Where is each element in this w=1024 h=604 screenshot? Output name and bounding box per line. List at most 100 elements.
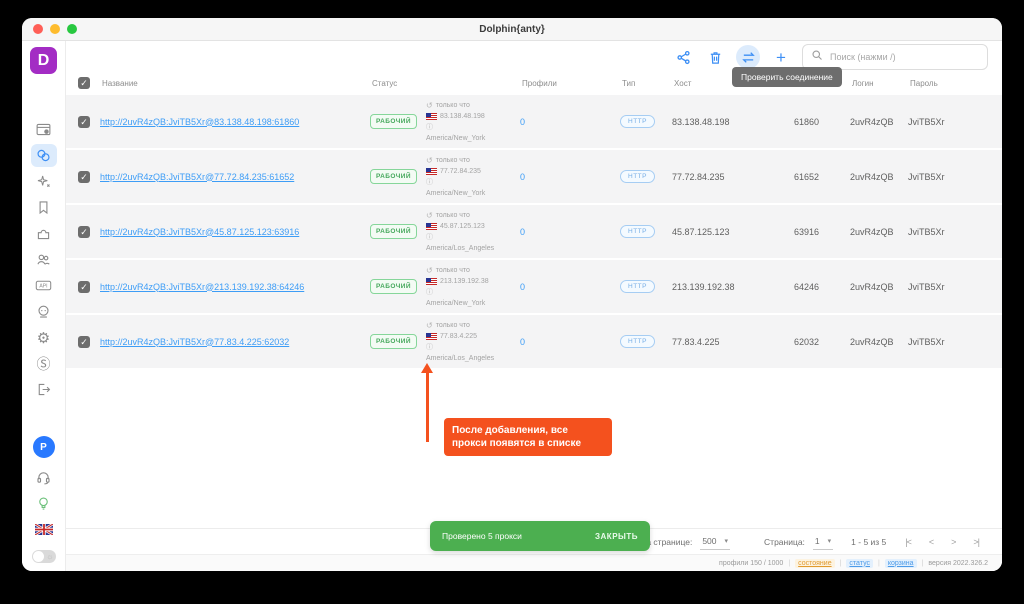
sidebar-item-bot[interactable] xyxy=(31,300,57,323)
proxy-url-link[interactable]: http://2uvR4zQB:JviTB5Xr@77.83.4.225:620… xyxy=(100,336,290,347)
sidebar-item-subscription[interactable]: Ⓢ xyxy=(31,352,57,375)
row-checkbox[interactable]: ✓ xyxy=(78,280,90,293)
toast-close-button[interactable]: ЗАКРЫТЬ xyxy=(595,531,638,541)
sidebar-item-settings[interactable]: ⚙ xyxy=(31,326,57,349)
col-header-host[interactable]: Хост xyxy=(674,78,692,88)
theme-toggle[interactable]: ☼ xyxy=(31,550,56,563)
col-header-password[interactable]: Пароль xyxy=(910,78,938,88)
proxy-url-link[interactable]: http://2uvR4zQB:JviTB5Xr@83.138.48.198:6… xyxy=(100,116,300,127)
sidebar-item-extensions[interactable] xyxy=(31,222,57,245)
lightbulb-icon xyxy=(35,495,52,512)
sidebar-item-team[interactable] xyxy=(31,248,57,271)
proxy-type-badge: HTTP xyxy=(620,170,655,183)
table-row: ✓ http://2uvR4zQB:JviTB5Xr@83.138.48.198… xyxy=(66,95,1002,148)
col-header-profiles[interactable]: Профили xyxy=(522,78,557,88)
proxy-url-link[interactable]: http://2uvR4zQB:JviTB5Xr@45.87.125.123:6… xyxy=(100,226,300,237)
search-box[interactable] xyxy=(802,44,988,70)
bookmark-icon xyxy=(35,199,52,216)
row-checkbox[interactable]: ✓ xyxy=(78,115,90,128)
external-ip: 77.83.4.225 xyxy=(440,332,477,340)
profiles-count-link[interactable]: 0 xyxy=(520,336,526,347)
profiles-count-link[interactable]: 0 xyxy=(520,116,526,127)
prev-page-button[interactable]: < xyxy=(928,537,934,547)
sidebar-item-automation[interactable] xyxy=(31,170,57,193)
port-cell: 63916 xyxy=(794,226,820,237)
plus-icon: + xyxy=(776,47,786,67)
next-page-button[interactable]: > xyxy=(951,537,956,547)
password-cell: JviTB5Xr xyxy=(908,171,945,182)
browser-window-icon xyxy=(35,121,52,138)
app-window: Dolphin{anty} D xyxy=(22,18,1002,571)
host-cell: 77.72.84.235 xyxy=(672,171,725,182)
col-header-type[interactable]: Тип xyxy=(622,78,636,88)
traffic-lights xyxy=(33,24,77,34)
add-proxy-button[interactable]: + xyxy=(770,46,792,68)
puzzle-icon xyxy=(35,225,52,242)
row-checkbox[interactable]: ✓ xyxy=(78,225,90,238)
timezone: America/New_York xyxy=(426,189,486,197)
col-header-login[interactable]: Логин xyxy=(852,78,874,88)
share-button[interactable] xyxy=(672,46,694,68)
us-flag-icon xyxy=(426,112,437,120)
checked-ago: только что xyxy=(435,101,470,109)
sidebar-item-logout[interactable] xyxy=(31,378,57,401)
sidebar-item-bookmarks[interactable] xyxy=(31,196,57,219)
history-icon: ↺ xyxy=(426,210,433,220)
main-panel: + Проверить соединение ✓ Название Статус… xyxy=(66,41,1002,571)
annotation-callout: После добавления, все прокси появятся в … xyxy=(444,418,612,456)
sidebar-item-ideas[interactable] xyxy=(31,492,57,515)
sidebar-item-api[interactable]: API xyxy=(31,274,57,297)
proxy-link-icon xyxy=(35,147,52,164)
login-cell: 2uvR4zQB xyxy=(850,226,894,237)
timezone: America/Los_Angeles xyxy=(426,244,495,252)
first-page-button[interactable]: |< xyxy=(905,537,912,547)
proxy-url-link[interactable]: http://2uvR4zQB:JviTB5Xr@213.139.192.38:… xyxy=(100,281,305,292)
titlebar: Dolphin{anty} xyxy=(22,18,1002,41)
col-header-name[interactable]: Название xyxy=(102,78,138,88)
zoom-window-icon[interactable] xyxy=(67,24,77,34)
cart-link[interactable]: корзина xyxy=(884,558,917,568)
port-cell: 64246 xyxy=(794,281,820,292)
proxy-url-link[interactable]: http://2uvR4zQB:JviTB5Xr@77.72.84.235:61… xyxy=(100,171,295,182)
password-cell: JviTB5Xr xyxy=(908,281,945,292)
us-flag-icon xyxy=(426,167,437,175)
select-all-checkbox[interactable]: ✓ xyxy=(78,77,90,89)
sidebar-item-support[interactable] xyxy=(31,466,57,489)
user-avatar[interactable]: P xyxy=(32,436,55,458)
app-version: версия 2022.326.2 xyxy=(928,559,988,567)
check-connection-button[interactable] xyxy=(736,45,760,69)
sidebar-item-browser-profiles[interactable] xyxy=(31,118,57,141)
page-select[interactable]: 1 ▾ xyxy=(812,534,834,550)
search-input[interactable] xyxy=(828,51,979,63)
status-link[interactable]: статус xyxy=(846,558,873,568)
proxy-type-badge: HTTP xyxy=(620,115,655,128)
per-page-select[interactable]: 500 ▾ xyxy=(700,534,731,550)
info-icon: ⓘ xyxy=(426,233,433,241)
sidebar-item-language[interactable] xyxy=(31,518,57,541)
state-link[interactable]: состояние xyxy=(795,558,835,568)
history-icon: ↺ xyxy=(426,100,433,110)
row-checkbox[interactable]: ✓ xyxy=(78,335,90,348)
password-cell: JviTB5Xr xyxy=(908,226,945,237)
login-cell: 2uvR4zQB xyxy=(850,116,894,127)
col-header-status[interactable]: Статус xyxy=(372,78,398,88)
row-checkbox[interactable]: ✓ xyxy=(78,170,90,183)
subscription-icon: Ⓢ xyxy=(36,355,51,372)
profiles-count-link[interactable]: 0 xyxy=(520,281,526,292)
last-page-button[interactable]: >| xyxy=(973,537,980,547)
profiles-count-link[interactable]: 0 xyxy=(520,171,526,182)
delete-button[interactable] xyxy=(704,46,726,68)
us-flag-icon xyxy=(426,332,437,340)
timezone: America/New_York xyxy=(426,134,486,142)
svg-text:API: API xyxy=(39,284,47,290)
close-window-icon[interactable] xyxy=(33,24,43,34)
geo-info: ↺ только что 77.72.84.235 ⓘ America/New_… xyxy=(426,155,520,199)
chevron-down-icon: ▾ xyxy=(827,538,832,545)
sidebar-item-proxies[interactable] xyxy=(30,144,57,167)
host-cell: 45.87.125.123 xyxy=(672,226,730,237)
profiles-count-link[interactable]: 0 xyxy=(520,226,526,237)
info-icon: ⓘ xyxy=(426,123,433,131)
host-cell: 83.138.48.198 xyxy=(672,116,730,127)
minimize-window-icon[interactable] xyxy=(50,24,60,34)
history-icon: ↺ xyxy=(426,265,433,275)
